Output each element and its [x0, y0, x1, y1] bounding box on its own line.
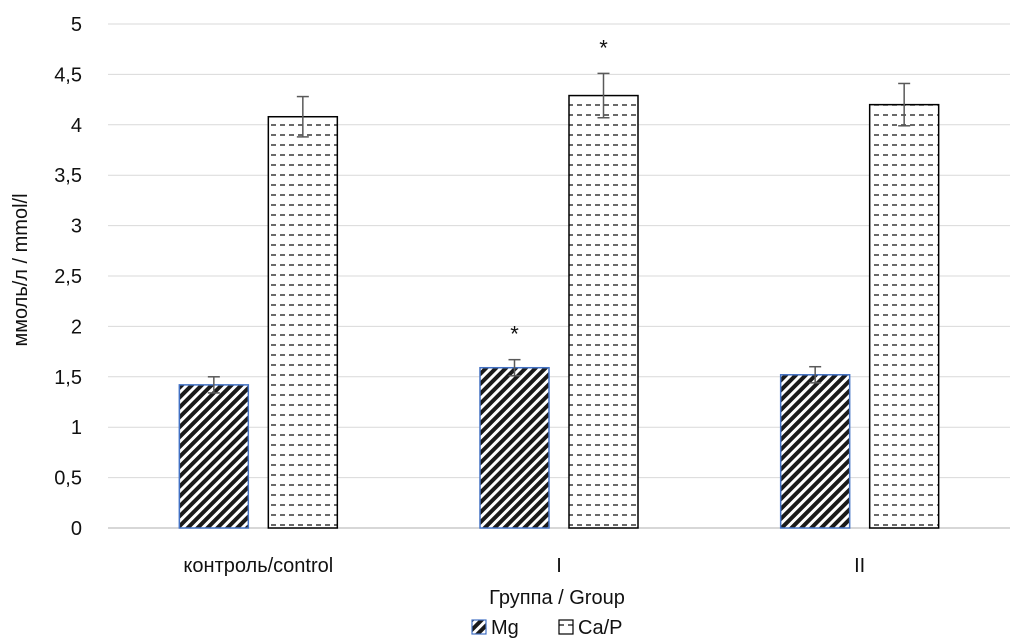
- significance-asterisk: *: [599, 35, 608, 60]
- bar-mg: [779, 374, 851, 529]
- y-tick-label: 0,5: [54, 468, 82, 490]
- bars: [178, 94, 940, 529]
- legend-swatch-ca-p: [558, 619, 574, 635]
- x-axis-category-labels: контроль/control I II: [183, 555, 865, 577]
- bar-ca-p: [267, 115, 339, 529]
- legend-label-ca-p: Ca/P: [578, 617, 622, 639]
- y-tick-label: 3,5: [54, 165, 82, 187]
- legend-label-mg: Mg: [491, 617, 519, 639]
- y-tick-label: 5: [71, 14, 82, 36]
- error-bars: [207, 72, 911, 394]
- significance-markers: **: [510, 35, 608, 346]
- x-tick-label: контроль/control: [183, 555, 333, 577]
- y-tick-label: 3: [71, 216, 82, 238]
- y-tick-label: 1: [71, 417, 82, 439]
- gridlines: [108, 23, 1010, 529]
- y-axis-tick-labels: 0 0,5 1 1,5 2 2,5 3 3,5 4 4,5 5: [54, 14, 82, 540]
- bar-mg: [178, 384, 250, 529]
- x-tick-label: II: [854, 555, 865, 577]
- legend-swatch-mg: [471, 619, 487, 635]
- bar-ca-p: [868, 103, 940, 529]
- y-tick-label: 2,5: [54, 266, 82, 288]
- bar-mg: [479, 366, 550, 529]
- y-tick-label: 2: [71, 316, 82, 338]
- y-tick-label: 4: [71, 115, 82, 137]
- significance-asterisk: *: [510, 322, 519, 347]
- y-tick-label: 1,5: [54, 367, 82, 389]
- y-tick-label: 4,5: [54, 64, 82, 86]
- x-tick-label: I: [556, 555, 562, 577]
- y-axis-title: ммоль/л / mmol/l: [10, 193, 32, 346]
- legend: Mg Ca/P: [471, 617, 622, 639]
- x-axis-title: Группа / Group: [489, 587, 625, 609]
- bar-ca-p: [568, 94, 639, 529]
- y-tick-label: 0: [71, 518, 82, 540]
